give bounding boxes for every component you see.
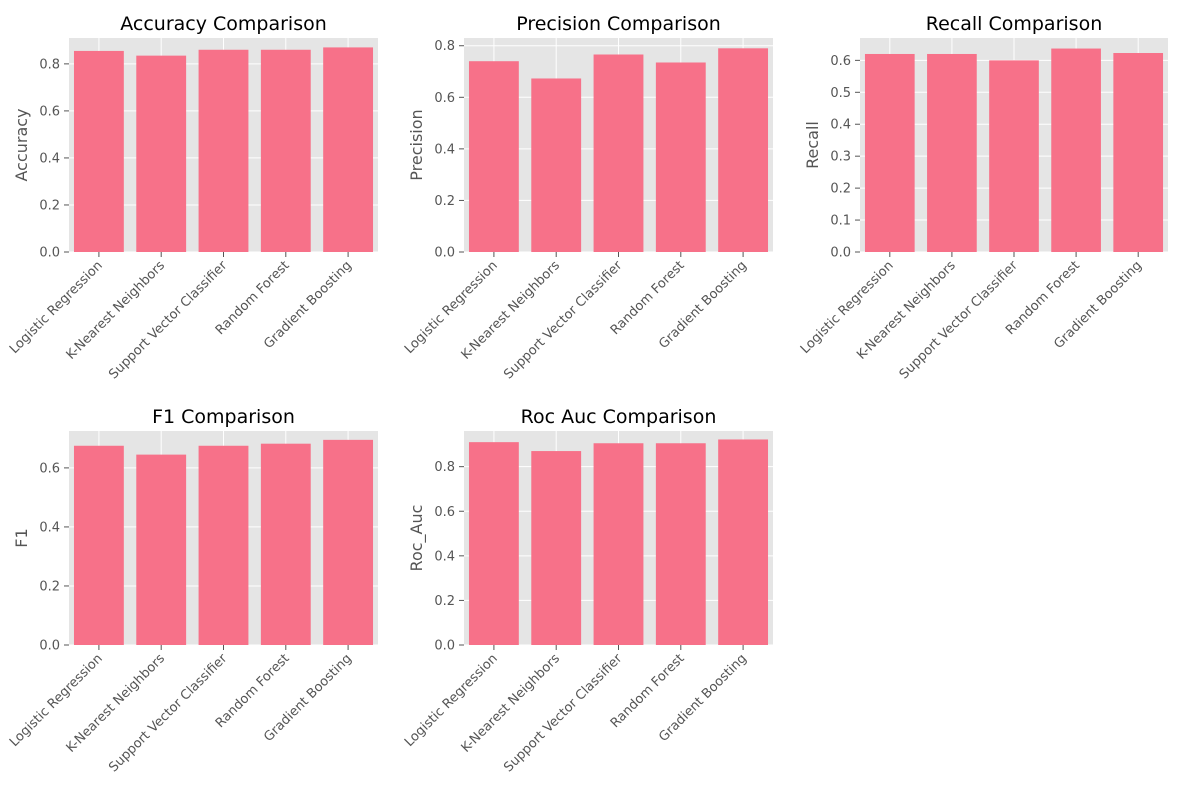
bar-logistic-regression bbox=[468, 442, 519, 645]
x-tick-label: Support Vector Classifier bbox=[106, 258, 231, 383]
bar-logistic-regression bbox=[73, 445, 124, 645]
chart-title: Recall Comparison bbox=[926, 13, 1102, 35]
y-axis-label: Roc_Auc bbox=[407, 505, 427, 572]
chart-title: F1 Comparison bbox=[152, 406, 295, 428]
chart-title: Roc Auc Comparison bbox=[521, 406, 717, 428]
bar-random-forest bbox=[655, 62, 706, 253]
chart-title: Accuracy Comparison bbox=[120, 13, 327, 35]
y-axis-label: Recall bbox=[803, 121, 822, 169]
bar-k-nearest-neighbors bbox=[136, 55, 187, 253]
bar-random-forest bbox=[260, 49, 311, 253]
y-tick-label: 0.8 bbox=[39, 57, 60, 72]
y-tick-label: 0.2 bbox=[39, 579, 60, 594]
bar-gradient-boosting bbox=[718, 439, 769, 645]
y-tick-label: 0.8 bbox=[434, 39, 455, 54]
y-tick-label: 0.0 bbox=[434, 246, 455, 261]
y-axis-label: F1 bbox=[12, 528, 31, 547]
x-tick-label: Support Vector Classifier bbox=[106, 651, 231, 776]
y-tick-label: 0.0 bbox=[39, 246, 60, 261]
y-tick-label: 0.1 bbox=[830, 214, 851, 229]
y-tick-label: 0.4 bbox=[830, 118, 851, 133]
bar-k-nearest-neighbors bbox=[136, 454, 187, 645]
bar-k-nearest-neighbors bbox=[531, 78, 582, 252]
bar-gradient-boosting bbox=[1113, 53, 1164, 253]
bar-support-vector-classifier bbox=[198, 445, 249, 645]
bar-logistic-regression bbox=[73, 50, 124, 252]
bar-support-vector-classifier bbox=[593, 54, 644, 252]
bar-support-vector-classifier bbox=[198, 49, 249, 253]
x-tick-label: Support Vector Classifier bbox=[501, 651, 626, 776]
y-tick-label: 0.3 bbox=[830, 150, 851, 165]
x-tick-label: Support Vector Classifier bbox=[501, 258, 626, 383]
bar-k-nearest-neighbors bbox=[531, 451, 582, 645]
chart-title: Precision Comparison bbox=[516, 13, 721, 35]
y-tick-label: 0.6 bbox=[434, 505, 455, 520]
bar-random-forest bbox=[260, 443, 311, 645]
bar-random-forest bbox=[1051, 48, 1101, 252]
y-tick-label: 0.5 bbox=[830, 86, 851, 101]
bar-gradient-boosting bbox=[323, 47, 374, 253]
y-tick-label: 0.0 bbox=[434, 639, 455, 654]
y-tick-label: 0.4 bbox=[434, 142, 455, 157]
y-tick-label: 0.2 bbox=[830, 182, 851, 197]
y-tick-label: 0.6 bbox=[434, 91, 455, 106]
bar-support-vector-classifier bbox=[989, 60, 1039, 252]
y-axis-label: Precision bbox=[407, 109, 426, 180]
bar-k-nearest-neighbors bbox=[927, 53, 977, 252]
y-tick-label: 0.2 bbox=[434, 194, 455, 209]
y-tick-label: 0.4 bbox=[39, 151, 60, 166]
bar-logistic-regression bbox=[468, 61, 519, 252]
y-tick-label: 0.0 bbox=[830, 246, 851, 261]
bar-gradient-boosting bbox=[323, 439, 374, 645]
bar-logistic-regression bbox=[864, 53, 915, 252]
bar-random-forest bbox=[655, 443, 706, 645]
y-tick-label: 0.8 bbox=[434, 460, 455, 475]
y-tick-label: 0.4 bbox=[434, 549, 455, 564]
y-tick-label: 0.0 bbox=[39, 639, 60, 654]
bar-support-vector-classifier bbox=[593, 443, 644, 645]
y-tick-label: 0.6 bbox=[830, 54, 851, 69]
y-tick-label: 0.4 bbox=[39, 520, 60, 535]
y-tick-label: 0.2 bbox=[39, 198, 60, 213]
x-tick-label: Support Vector Classifier bbox=[897, 258, 1022, 383]
y-tick-label: 0.6 bbox=[39, 104, 60, 119]
y-tick-label: 0.2 bbox=[434, 594, 455, 609]
bar-gradient-boosting bbox=[718, 48, 769, 253]
y-tick-label: 0.6 bbox=[39, 461, 60, 476]
y-axis-label: Accuracy bbox=[12, 108, 31, 181]
